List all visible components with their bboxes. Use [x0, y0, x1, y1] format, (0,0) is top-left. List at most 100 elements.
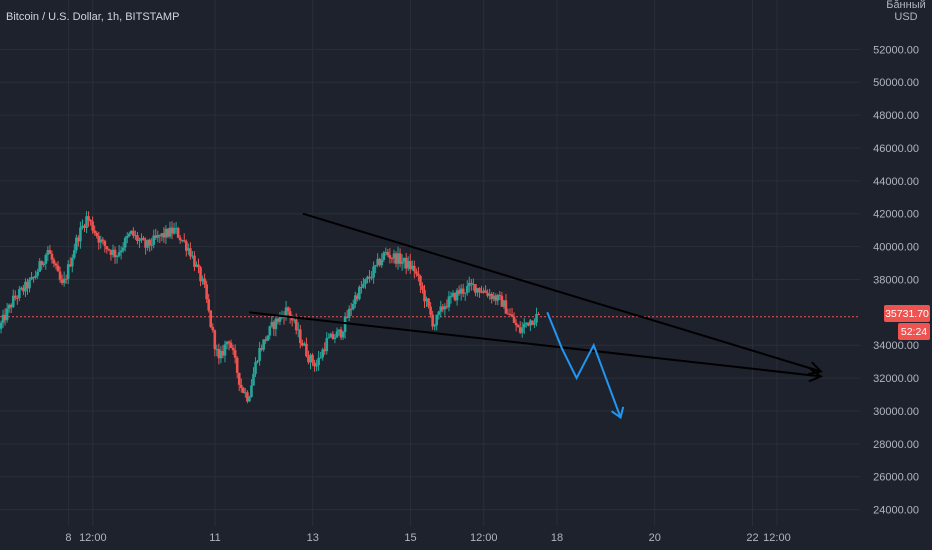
candle-body	[504, 300, 508, 314]
candle-body	[449, 296, 453, 298]
candle-body	[38, 261, 42, 272]
candle-body	[252, 373, 255, 386]
time-tick-label: 8	[65, 532, 71, 544]
candle-body	[508, 314, 512, 316]
candle-body	[13, 295, 17, 298]
candle-body	[97, 235, 101, 243]
projection-path[interactable]	[546, 311, 622, 418]
candle-body	[160, 233, 164, 237]
trendlines	[249, 212, 823, 383]
candle-body	[518, 327, 522, 333]
candle-body	[140, 237, 143, 241]
candle-body	[162, 233, 166, 238]
candle-body	[42, 263, 46, 266]
candle-body	[358, 286, 361, 300]
candle-body	[535, 313, 538, 323]
candle-body	[66, 264, 70, 279]
candle-body	[187, 248, 190, 251]
candle-body	[311, 354, 314, 363]
projection-arrowhead	[611, 406, 625, 420]
candle-body	[482, 290, 485, 293]
candle-body	[374, 265, 377, 267]
candle-body	[353, 295, 357, 305]
candle-body	[372, 266, 375, 278]
candle-body	[419, 276, 422, 286]
candle-body	[266, 335, 270, 341]
candle-body	[199, 267, 202, 282]
trendline-lower[interactable]	[249, 311, 822, 378]
candle-body	[492, 295, 496, 300]
candle-body	[79, 227, 82, 242]
trendline-upper[interactable]	[302, 212, 822, 373]
candle-body	[382, 252, 386, 260]
candle-body	[329, 333, 333, 338]
candle-body	[121, 247, 125, 251]
candle-body	[307, 356, 310, 363]
candle-body	[58, 271, 62, 280]
candle-body	[0, 322, 3, 329]
candle-body	[134, 235, 137, 237]
candle-body	[413, 265, 416, 272]
candle-body	[239, 384, 243, 388]
candle-body	[70, 257, 74, 267]
candle-body	[268, 326, 272, 336]
candle-body	[331, 333, 335, 339]
candle-body	[211, 326, 215, 331]
candle-body	[132, 230, 135, 236]
candle-body	[40, 261, 44, 266]
candle-body	[44, 254, 48, 264]
price-axis[interactable]: 24000.00 26000.00 28000.00 30000.00 32000.00…	[873, 44, 919, 516]
candle-body	[150, 244, 153, 246]
candle-body	[205, 284, 208, 300]
candle-body	[109, 250, 113, 255]
candle-body	[459, 288, 463, 294]
currency-unit-label[interactable]: USD	[894, 11, 917, 23]
candle-body	[327, 337, 331, 339]
candle-body	[437, 311, 441, 315]
candle-body	[264, 339, 267, 341]
candle-body	[488, 293, 491, 296]
candle-body	[95, 232, 99, 236]
candle-body	[451, 292, 455, 297]
candle-body	[404, 257, 408, 269]
candle-body	[288, 311, 292, 318]
price-tick-label: 42000.00	[873, 209, 919, 221]
candle-body	[20, 287, 23, 290]
time-tick-label: 22	[746, 532, 758, 544]
time-axis[interactable]: 8 12:00 11 13 15 12:00 18 20 22 12:00	[65, 532, 790, 544]
candle-body	[24, 281, 27, 292]
candle-body	[130, 230, 133, 234]
candle-body	[225, 341, 229, 345]
candle-body	[16, 297, 19, 299]
candle-body	[394, 253, 398, 264]
candle-body	[494, 295, 498, 301]
candle-body	[219, 350, 223, 359]
candle-body	[537, 313, 540, 315]
price-tick-label: 52000.00	[873, 44, 919, 56]
candle-body	[18, 289, 21, 299]
candle-body	[321, 349, 325, 358]
candle-body	[117, 252, 121, 256]
candle-body	[87, 216, 90, 221]
candle-body	[480, 292, 483, 294]
candle-body	[441, 306, 445, 310]
candle-body	[62, 278, 66, 284]
candle-body	[296, 329, 300, 331]
candle-body	[525, 322, 528, 324]
candle-body	[184, 241, 188, 251]
candle-body	[195, 264, 198, 267]
candle-body	[115, 255, 119, 258]
candles	[0, 211, 540, 404]
candle-body	[347, 308, 351, 318]
candle-body	[474, 284, 477, 293]
countdown-badge-background	[898, 323, 930, 340]
candle-body	[470, 282, 473, 285]
candle-body	[34, 275, 37, 278]
candle-body	[193, 255, 196, 267]
candle-body	[486, 292, 489, 296]
unit-mode-label[interactable]: Бӑнный	[886, 0, 926, 11]
candle-body	[75, 237, 78, 251]
candle-body	[274, 318, 278, 330]
candle-body	[152, 235, 156, 245]
